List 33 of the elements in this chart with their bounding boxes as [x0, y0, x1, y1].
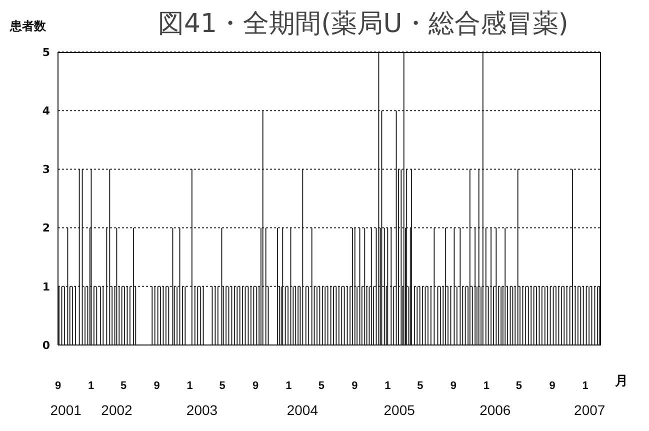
x2-tick-label: 2007: [574, 402, 606, 418]
x2-tick-label: 2001: [50, 402, 82, 418]
x-tick-label: 9: [549, 380, 556, 392]
y-tick-label: 1: [42, 280, 50, 294]
chart-title: 図41・全期間(薬局U・総合感冒薬): [158, 8, 568, 41]
y-tick-label: 5: [42, 46, 50, 59]
y-tick-label: 4: [42, 104, 50, 118]
x2-tick-label: 2003: [186, 402, 218, 418]
x-tick-label: 5: [516, 380, 522, 392]
x2-tick-label: 2006: [480, 402, 511, 418]
x-tick-label: 9: [352, 380, 358, 392]
x-tick-label: 1: [286, 380, 292, 392]
x-tick-label: 9: [450, 380, 457, 392]
x-tick-label: 1: [186, 380, 193, 392]
x-tick-label: 1: [88, 380, 94, 392]
x-tick-label: 1: [384, 380, 391, 392]
x2-tick-label: 2004: [286, 402, 318, 418]
x-tick-label: 9: [54, 380, 62, 392]
x-tick-label: 5: [318, 380, 324, 392]
x-axis-title: 月: [615, 373, 628, 390]
x2-tick-label: 2005: [384, 402, 416, 418]
y-axis-title: 患者数: [10, 18, 46, 35]
x-tick-label: 5: [417, 380, 424, 392]
x2-tick-label: 2002: [101, 402, 133, 418]
x-tick-label: 5: [219, 380, 226, 392]
x-tick-label: 5: [120, 380, 127, 392]
x-tick-label: 9: [252, 380, 259, 392]
y-tick-label: 2: [42, 222, 50, 235]
y-tick-label: 0: [42, 338, 50, 352]
y-tick-label: 3: [42, 163, 50, 176]
x-tick-label: 9: [154, 380, 160, 392]
x-tick-label: 1: [483, 380, 490, 392]
x-tick-label: 1: [582, 380, 588, 392]
